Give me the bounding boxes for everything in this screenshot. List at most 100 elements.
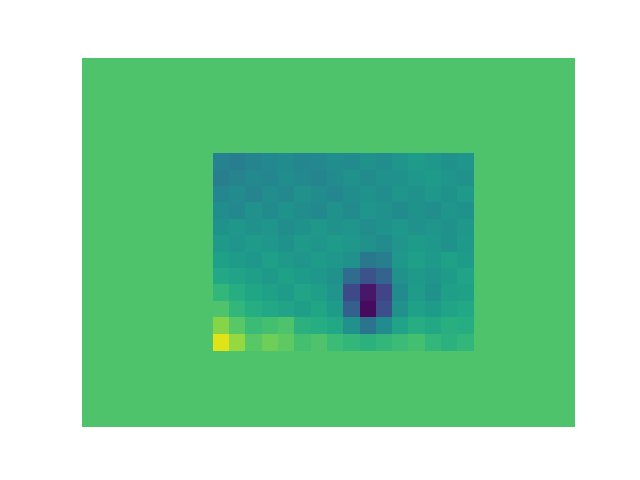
heatmap-cell (376, 202, 393, 219)
heatmap-cell (311, 219, 328, 236)
heatmap-cell (376, 284, 393, 301)
heatmap-cell (245, 235, 262, 252)
heatmap-cell (294, 219, 311, 236)
heatmap-cell (441, 284, 458, 301)
heatmap-cell (327, 170, 344, 187)
heatmap-cell (327, 186, 344, 203)
heatmap-cell (262, 186, 279, 203)
heatmap-cell (425, 186, 442, 203)
heatmap-cell (229, 235, 246, 252)
heatmap-cell (294, 301, 311, 318)
heatmap-cell (245, 153, 262, 170)
heatmap-cell (327, 219, 344, 236)
heatmap-cell (262, 170, 279, 187)
heatmap-cell (392, 284, 409, 301)
heatmap-cell (408, 202, 425, 219)
heatmap-cell (376, 301, 393, 318)
heatmap-cell (229, 252, 246, 269)
heatmap-cell (441, 186, 458, 203)
heatmap-cell (360, 301, 377, 318)
heatmap-cell (294, 235, 311, 252)
heatmap-cell (294, 334, 311, 351)
heatmap-cell (343, 268, 360, 285)
heatmap-cell (327, 235, 344, 252)
heatmap-cell (457, 301, 474, 318)
heatmap-cell (392, 252, 409, 269)
heatmap-cell (229, 268, 246, 285)
heatmap-cell (360, 153, 377, 170)
heatmap-cell (376, 252, 393, 269)
heatmap-cell (229, 186, 246, 203)
heatmap-cell (213, 186, 230, 203)
heatmap-cell (376, 235, 393, 252)
heatmap-cell (392, 186, 409, 203)
heatmap-cell (311, 317, 328, 334)
heatmap-cell (213, 202, 230, 219)
heatmap-cell (245, 252, 262, 269)
heatmap-cell (262, 284, 279, 301)
heatmap-cell (327, 317, 344, 334)
heatmap-cell (311, 252, 328, 269)
heatmap-cell (327, 301, 344, 318)
heatmap-cell (457, 284, 474, 301)
heatmap-cell (457, 202, 474, 219)
heatmap-cell (457, 235, 474, 252)
heatmap-cell (343, 235, 360, 252)
heatmap-cell (229, 284, 246, 301)
heatmap-cell (360, 202, 377, 219)
heatmap-cell (392, 301, 409, 318)
heatmap-cell (278, 334, 295, 351)
heatmap-cell (229, 317, 246, 334)
heatmap-cell (376, 268, 393, 285)
heatmap-cell (425, 317, 442, 334)
plot-area (82, 58, 575, 427)
heatmap-cell (425, 235, 442, 252)
heatmap-cell (392, 170, 409, 187)
heatmap-cell (441, 219, 458, 236)
heatmap-cell (441, 235, 458, 252)
heatmap-cell (229, 202, 246, 219)
heatmap-cell (425, 334, 442, 351)
heatmap-cell (408, 186, 425, 203)
heatmap-cell (360, 235, 377, 252)
heatmap-cell (262, 219, 279, 236)
heatmap-cell (213, 235, 230, 252)
heatmap-cell (360, 186, 377, 203)
heatmap-cell (343, 252, 360, 269)
heatmap-cell (278, 202, 295, 219)
heatmap-cell (457, 252, 474, 269)
heatmap-cell (425, 170, 442, 187)
heatmap-cell (392, 202, 409, 219)
heatmap-cell (327, 334, 344, 351)
heatmap-cell (457, 153, 474, 170)
heatmap-cell (425, 252, 442, 269)
heatmap-cell (343, 186, 360, 203)
heatmap-cell (360, 317, 377, 334)
heatmap-cell (408, 219, 425, 236)
heatmap-cell (278, 284, 295, 301)
heatmap-cell (392, 219, 409, 236)
heatmap-cell (392, 317, 409, 334)
heatmap-cell (376, 317, 393, 334)
heatmap-cell (327, 268, 344, 285)
heatmap-cell (376, 170, 393, 187)
heatmap-cell (425, 284, 442, 301)
heatmap-cell (278, 317, 295, 334)
heatmap-cell (213, 317, 230, 334)
heatmap-cell (294, 186, 311, 203)
heatmap-cell (376, 186, 393, 203)
heatmap-cell (245, 170, 262, 187)
heatmap-cell (278, 268, 295, 285)
heatmap-cell (441, 153, 458, 170)
heatmap-cell (376, 334, 393, 351)
heatmap-cell (425, 202, 442, 219)
heatmap-cell (311, 170, 328, 187)
heatmap-cell (245, 268, 262, 285)
heatmap-cell (262, 334, 279, 351)
heatmap-cell (262, 252, 279, 269)
heatmap-cell (457, 219, 474, 236)
heatmap-cell (392, 334, 409, 351)
heatmap-cell (213, 252, 230, 269)
heatmap-cell (343, 301, 360, 318)
heatmap-cell (343, 334, 360, 351)
